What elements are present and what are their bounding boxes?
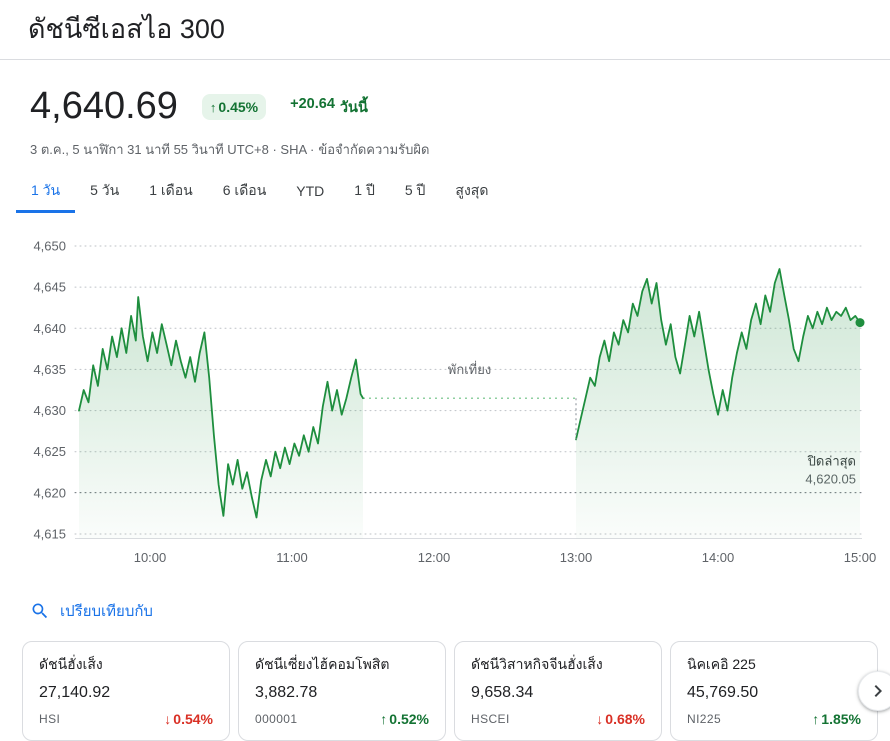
- index-change-percent: 0.52%: [389, 710, 429, 727]
- quote-timestamp: 3 ต.ค., 5 นาฬิกา 31 นาที 55 วินาที UTC+8…: [30, 139, 860, 160]
- index-name: ดัชนีฮั่งเส็ง: [39, 655, 103, 672]
- quote-section: 4,640.69 ↑ 0.45% +20.64 วันนี้ 3 ต.ค., 5…: [30, 84, 860, 160]
- compare-label: เปรียบเทียบกับ: [60, 602, 153, 620]
- y-axis-label: 4,640: [33, 321, 66, 336]
- current-price: 4,640.69: [30, 85, 178, 128]
- tab-1m[interactable]: 1 เดือน: [134, 173, 208, 213]
- carousel-next-button[interactable]: [858, 670, 890, 711]
- index-ticker: HSI: [39, 711, 61, 726]
- price-line-morning: [78, 296, 364, 519]
- card-bottom-row: 000001 ↑ 0.52%: [255, 711, 429, 727]
- index-name: ดัชนีเซี่ยงไฮ้คอมโพสิต: [255, 655, 390, 672]
- compare-section: เปรียบเทียบกับ ดัชนีฮั่งเส็ง 27,140.92 HSI…: [0, 599, 890, 741]
- index-name: นิคเคอิ 225: [687, 655, 756, 672]
- arrow-up-icon: ↑: [209, 99, 217, 115]
- index-change: ↑ 1.85%: [812, 711, 861, 727]
- compare-card-hscei[interactable]: ดัชนีวิสาหกิจจีนฮั่งเส็ง 9,658.34 HSCEI ↓ 0.…: [454, 640, 662, 741]
- index-ticker: HSCEI: [471, 711, 510, 726]
- quote-datetime: 3 ต.ค., 5 นาฬิกา 31 นาที 55 วินาที UTC+8…: [30, 141, 315, 157]
- index-change: ↓ 0.68%: [596, 711, 645, 727]
- x-axis-label: 13:00: [560, 550, 593, 565]
- card-bottom-row: NI225 ↑ 1.85%: [687, 711, 861, 727]
- page-title: ดัชนีซีเอสไอ 300: [0, 0, 890, 61]
- tab-5y[interactable]: 5 ปี: [390, 173, 441, 213]
- index-ticker: NI225: [687, 711, 722, 726]
- price-row: 4,640.69 ↑ 0.45% +20.64 วันนี้: [30, 84, 860, 130]
- index-ticker: 000001: [255, 711, 298, 726]
- compare-card-000001[interactable]: ดัชนีเซี่ยงไฮ้คอมโพสิต 3,882.78 000001 ↑ 0.5…: [238, 640, 446, 741]
- tab-5d[interactable]: 5 วัน: [75, 173, 134, 213]
- disclaimer-link[interactable]: ข้อจำกัดความรับผิด: [318, 141, 430, 157]
- index-price: 27,140.92: [39, 683, 111, 701]
- y-axis-label: 4,635: [33, 362, 66, 377]
- index-price: 3,882.78: [255, 683, 318, 701]
- change-period: วันนี้: [339, 99, 368, 116]
- x-axis-label: 11:00: [276, 550, 308, 565]
- x-axis-label: 10:00: [134, 550, 167, 565]
- y-axis-label: 4,630: [33, 403, 66, 418]
- y-axis-label: 4,625: [33, 444, 66, 459]
- card-bottom-row: HSCEI ↓ 0.68%: [471, 711, 645, 727]
- chart-area-afternoon: [576, 268, 860, 539]
- arrow-down-icon: ↓: [596, 710, 604, 727]
- index-change-percent: 1.85%: [821, 710, 861, 727]
- chevron-right-icon: [874, 684, 882, 697]
- chart-section: 4,615 4,620 4,625 4,630 4,635 4,640 4,645 4,650…: [0, 233, 890, 573]
- index-change: ↓ 0.54%: [164, 711, 213, 727]
- arrow-down-icon: ↓: [164, 710, 172, 727]
- tab-6m[interactable]: 6 เดือน: [208, 173, 282, 213]
- x-axis-label: 15:00: [844, 550, 877, 565]
- interval-tabs: 1 วัน 5 วัน 1 เดือน 6 เดือน YTD 1 ปี 5 ปี สูงสุ…: [0, 173, 890, 213]
- price-chart[interactable]: 4,615 4,620 4,625 4,630 4,635 4,640 4,645 4,650…: [0, 233, 890, 573]
- change-percent-badge: ↑ 0.45%: [201, 94, 267, 121]
- index-name: ดัชนีวิสาหกิจจีนฮั่งเส็ง: [471, 655, 603, 672]
- change-percent: 0.45%: [218, 99, 259, 116]
- index-change-percent: 0.68%: [605, 710, 645, 727]
- tab-1y[interactable]: 1 ปี: [339, 173, 390, 213]
- tab-max[interactable]: สูงสุด: [440, 173, 503, 213]
- arrow-up-icon: ↑: [812, 710, 820, 727]
- card-bottom-row: HSI ↓ 0.54%: [39, 711, 213, 727]
- compare-card-ni225[interactable]: นิคเคอิ 225 45,769.50 NI225 ↑ 1.85%: [670, 640, 878, 741]
- y-axis-label: 4,645: [33, 280, 66, 295]
- change-absolute-value: +20.64: [290, 95, 335, 112]
- search-icon: [32, 603, 48, 619]
- index-change: ↑ 0.52%: [380, 711, 429, 727]
- index-change-percent: 0.54%: [173, 710, 213, 727]
- compare-card-hsi[interactable]: ดัชนีฮั่งเส็ง 27,140.92 HSI ↓ 0.54%: [22, 640, 230, 741]
- y-axis-label: 4,615: [33, 526, 66, 541]
- compare-cards: ดัชนีฮั่งเส็ง 27,140.92 HSI ↓ 0.54% ดัชนีเซี่…: [22, 640, 890, 741]
- change-absolute: +20.64 วันนี้: [290, 96, 368, 119]
- cards-carousel: ดัชนีฮั่งเส็ง 27,140.92 HSI ↓ 0.54% ดัชนีเซี่…: [0, 640, 890, 741]
- chart-area-morning: [79, 296, 363, 539]
- price-line-afternoon: [575, 268, 861, 441]
- current-price-dot: [855, 318, 865, 328]
- y-axis-label: 4,620: [33, 485, 66, 500]
- lunch-break-label: พักเที่ยง: [448, 361, 491, 377]
- tab-1d[interactable]: 1 วัน: [16, 173, 76, 213]
- tab-ytd[interactable]: YTD: [281, 173, 339, 213]
- compare-header[interactable]: เปรียบเทียบกับ: [0, 599, 183, 623]
- index-price: 45,769.50: [687, 683, 759, 701]
- x-axis-label: 14:00: [702, 550, 735, 565]
- index-price: 9,658.34: [471, 683, 534, 701]
- x-axis-label: 12:00: [418, 550, 451, 565]
- y-axis-label: 4,650: [33, 238, 66, 253]
- arrow-up-icon: ↑: [380, 710, 388, 727]
